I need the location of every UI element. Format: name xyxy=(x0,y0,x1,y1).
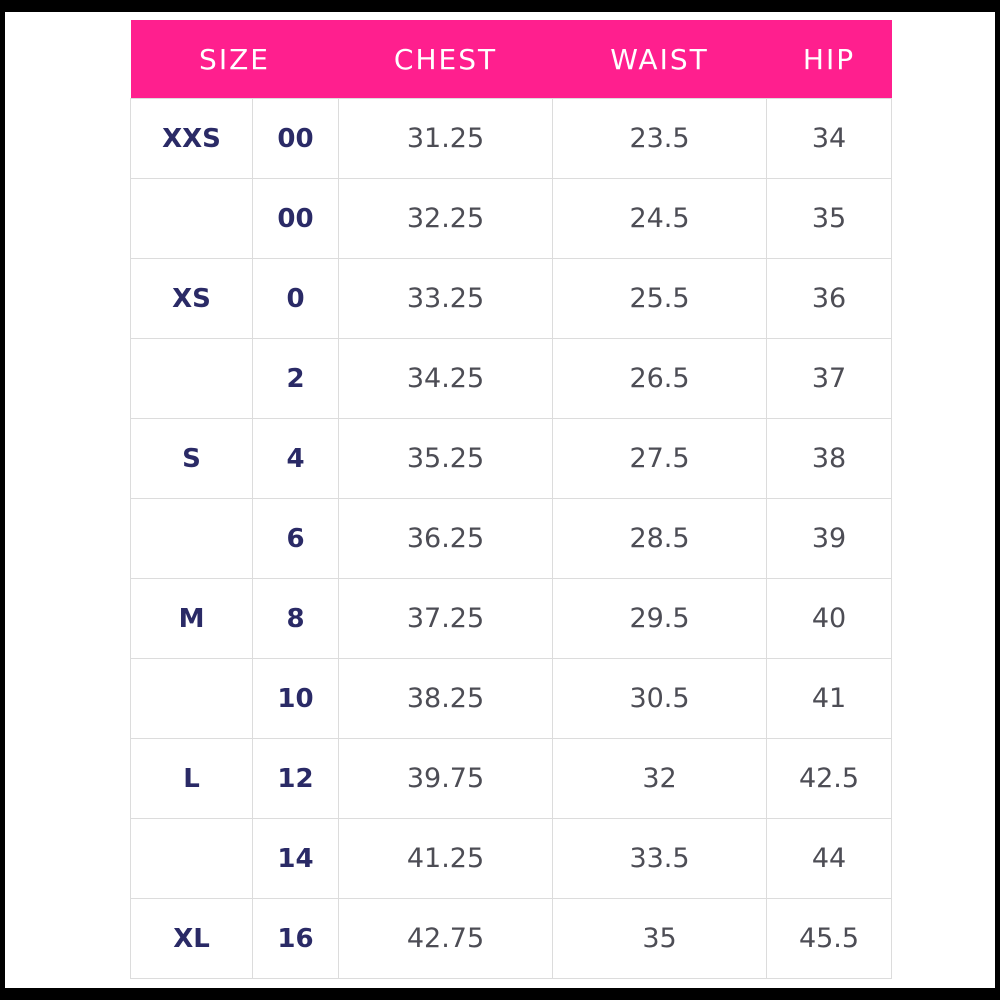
measure-cell: 35 xyxy=(766,178,892,259)
measure-cell: 35.25 xyxy=(338,418,553,499)
measure-cell: 42.75 xyxy=(338,898,553,979)
measure-cell: 37.25 xyxy=(338,578,553,659)
size-cell xyxy=(130,178,253,259)
size-cell: 10 xyxy=(252,658,339,739)
measure-cell: 41 xyxy=(766,658,892,739)
size-cell: L xyxy=(130,738,253,819)
table-row: XXS 00 31.25 23.5 34 xyxy=(130,98,892,179)
measure-cell: 41.25 xyxy=(338,818,553,899)
size-cell: 4 xyxy=(252,418,339,499)
size-cell: S xyxy=(130,418,253,499)
size-cell xyxy=(130,658,253,739)
header-row: SIZE CHEST WAIST HIP xyxy=(130,20,892,99)
measure-cell: 30.5 xyxy=(552,658,767,739)
size-cell xyxy=(130,818,253,899)
measure-cell: 38.25 xyxy=(338,658,553,739)
measure-cell: 23.5 xyxy=(552,98,767,179)
size-cell: 16 xyxy=(252,898,339,979)
measure-cell: 33.5 xyxy=(552,818,767,899)
measure-cell: 36.25 xyxy=(338,498,553,579)
measure-cell: 39 xyxy=(766,498,892,579)
header-cell: WAIST xyxy=(552,20,767,99)
size-cell: 6 xyxy=(252,498,339,579)
measure-cell: 38 xyxy=(766,418,892,499)
measure-cell: 36 xyxy=(766,258,892,339)
measure-cell: 34 xyxy=(766,98,892,179)
size-cell: XXS xyxy=(130,98,253,179)
measure-cell: 33.25 xyxy=(338,258,553,339)
measure-cell: 29.5 xyxy=(552,578,767,659)
measure-cell: 31.25 xyxy=(338,98,553,179)
size-cell: 00 xyxy=(252,178,339,259)
table-row: XS 0 33.25 25.5 36 xyxy=(130,258,892,339)
measure-cell: 40 xyxy=(766,578,892,659)
header-cell: HIP xyxy=(766,20,892,99)
size-cell: XL xyxy=(130,898,253,979)
table-body: XXS 00 31.25 23.5 34 00 32.25 24.5 35 XS 0 33.25 25.… xyxy=(130,98,892,979)
measure-cell: 25.5 xyxy=(552,258,767,339)
measure-cell: 32 xyxy=(552,738,767,819)
size-cell: 2 xyxy=(252,338,339,419)
table-row: XL 16 42.75 35 45.5 xyxy=(130,898,892,979)
size-cell xyxy=(130,338,253,419)
size-cell xyxy=(130,498,253,579)
size-cell: 00 xyxy=(252,98,339,179)
size-cell: 14 xyxy=(252,818,339,899)
measure-cell: 37 xyxy=(766,338,892,419)
size-cell: M xyxy=(130,578,253,659)
measure-cell: 28.5 xyxy=(552,498,767,579)
measure-cell: 24.5 xyxy=(552,178,767,259)
size-cell: XS xyxy=(130,258,253,339)
table-row: M 8 37.25 29.5 40 xyxy=(130,578,892,659)
table-row: 6 36.25 28.5 39 xyxy=(130,498,892,579)
table-row: S 4 35.25 27.5 38 xyxy=(130,418,892,499)
table-row: 14 41.25 33.5 44 xyxy=(130,818,892,899)
measure-cell: 39.75 xyxy=(338,738,553,819)
header-cell: CHEST xyxy=(338,20,553,99)
size-cell: 12 xyxy=(252,738,339,819)
measure-cell: 42.5 xyxy=(766,738,892,819)
measure-cell: 26.5 xyxy=(552,338,767,419)
table-row: 2 34.25 26.5 37 xyxy=(130,338,892,419)
size-cell: 0 xyxy=(252,258,339,339)
size-chart: SIZE CHEST WAIST HIP XXS 00 31.25 23.5 34 00 3… xyxy=(130,20,892,979)
measure-cell: 27.5 xyxy=(552,418,767,499)
header-cell: SIZE xyxy=(130,20,339,99)
table-row: 10 38.25 30.5 41 xyxy=(130,658,892,739)
frame: SIZE CHEST WAIST HIP XXS 00 31.25 23.5 34 00 3… xyxy=(5,12,995,988)
table-row: 00 32.25 24.5 35 xyxy=(130,178,892,259)
table-row: L 12 39.75 32 42.5 xyxy=(130,738,892,819)
measure-cell: 34.25 xyxy=(338,338,553,419)
measure-cell: 44 xyxy=(766,818,892,899)
measure-cell: 45.5 xyxy=(766,898,892,979)
size-cell: 8 xyxy=(252,578,339,659)
measure-cell: 35 xyxy=(552,898,767,979)
measure-cell: 32.25 xyxy=(338,178,553,259)
